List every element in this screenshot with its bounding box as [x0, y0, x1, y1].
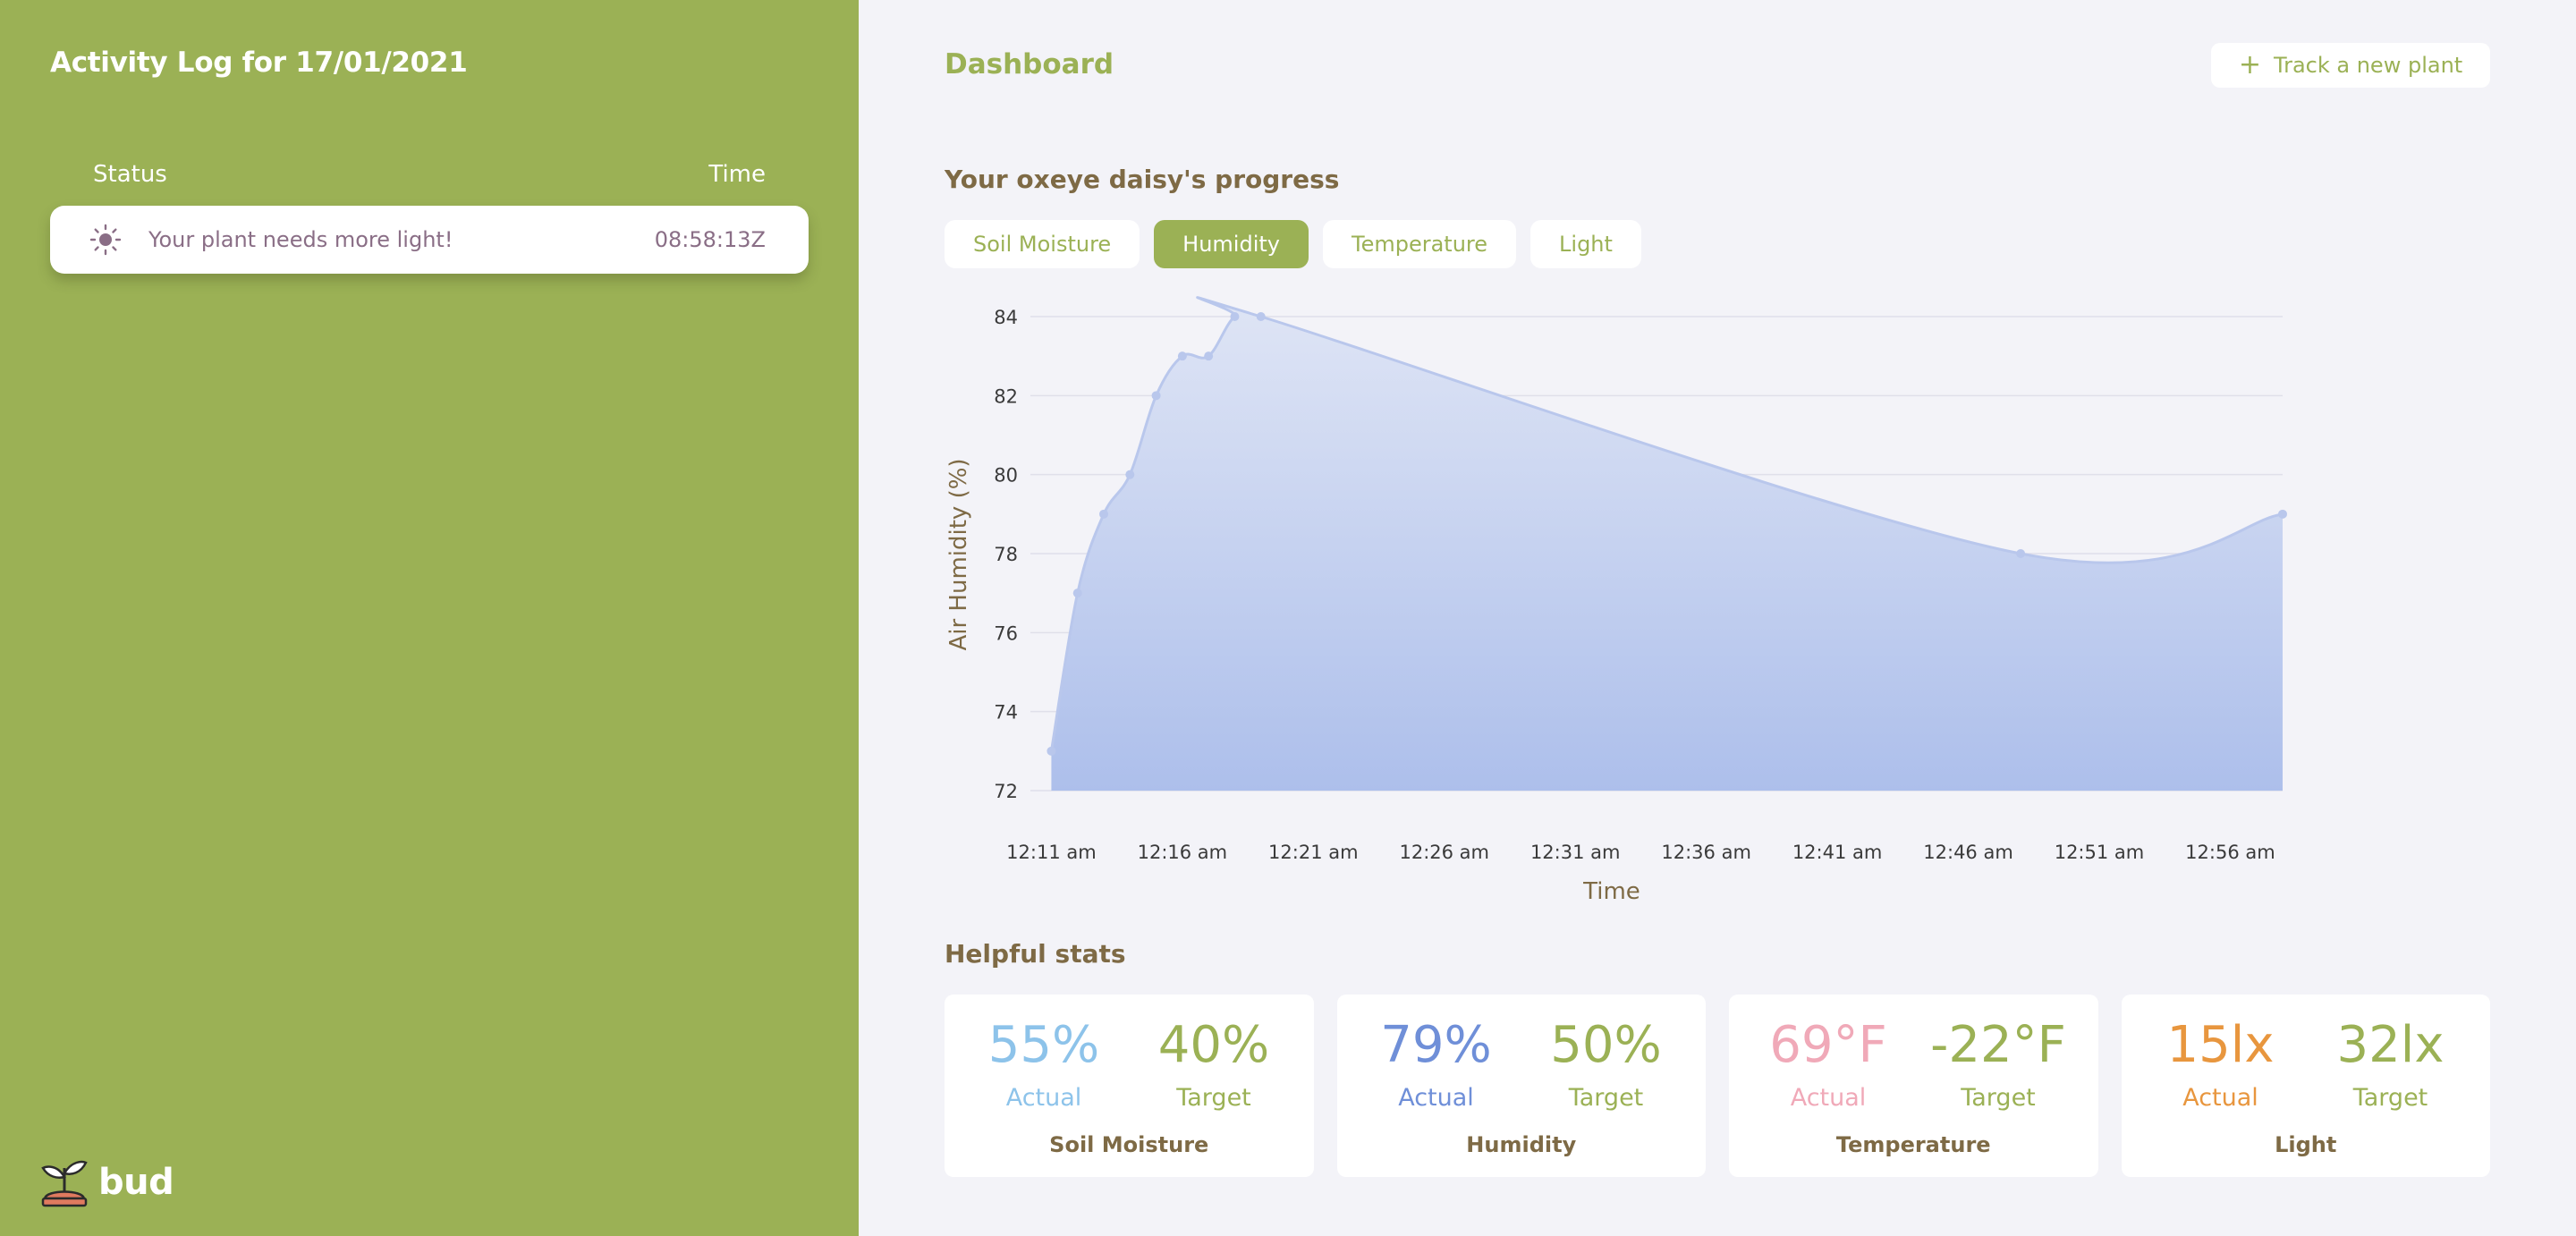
chart-y-tick-label: 82 [994, 385, 1018, 407]
brand[interactable]: bud [39, 1156, 174, 1209]
chart-x-tick-label: 12:11 am [1006, 842, 1097, 863]
chart-data-point [1099, 509, 1109, 519]
chart-data-point [1177, 351, 1187, 361]
chart-data-point [2278, 509, 2287, 519]
plus-icon: + [2238, 49, 2261, 80]
chart-y-tick-label: 72 [994, 781, 1018, 802]
stat-target-label: Target [1176, 1084, 1251, 1112]
status-column-header: Status [93, 161, 167, 188]
stat-actual-value: 55% [987, 1016, 1100, 1074]
humidity-series-line [1049, 296, 2284, 752]
activity-log-sidebar: Activity Log for 17/01/2021 Status Time … [0, 0, 859, 1236]
track-new-plant-button[interactable]: + Track a new plant [2211, 43, 2490, 88]
stat-actual-label: Actual [1005, 1084, 1082, 1112]
stat-target-label: Target [1568, 1084, 1644, 1112]
stat-card-soil-moisture: 55% 40% Actual Target Soil Moisture [945, 995, 1314, 1177]
chart-y-tick-label: 78 [994, 544, 1018, 565]
tab-soil-moisture[interactable]: Soil Moisture [945, 220, 1140, 268]
chart-x-tick-label: 12:46 am [1923, 842, 2013, 863]
chart-x-tick-label: 12:41 am [1792, 842, 1883, 863]
chart-x-axis-label: Time [1582, 878, 1640, 905]
chart-x-tick-label: 12:51 am [2055, 842, 2145, 863]
page-title: Dashboard [945, 48, 1114, 80]
chart-x-tick-label: 12:36 am [1661, 842, 1751, 863]
chart-data-point [2016, 549, 2026, 558]
tab-light[interactable]: Light [1530, 220, 1641, 268]
stat-actual-value: 69°F [1769, 1016, 1887, 1074]
humidity-chart: 72 74 76 78 80 82 84 12:11 am 12:16 am 12:21 am 1… [945, 286, 2376, 912]
progress-title: Your oxeye daisy's progress [945, 165, 1340, 194]
log-entry[interactable]: Your plant needs more light! 08:58:13Z [50, 206, 809, 274]
stat-name: Temperature [1835, 1132, 1991, 1157]
chart-y-tick-label: 74 [994, 702, 1018, 724]
chart-x-tick-label: 12:56 am [2185, 842, 2275, 863]
chart-y-tick-label: 84 [994, 307, 1018, 328]
chart-x-tick-label: 12:16 am [1138, 842, 1228, 863]
chart-y-axis-label: Air Humidity (%) [945, 458, 972, 650]
stat-actual-label: Actual [2182, 1084, 2258, 1112]
stats-title: Helpful stats [945, 939, 1126, 969]
stat-card-humidity: 79% 50% Actual Target Humidity [1336, 995, 1706, 1177]
stat-actual-label: Actual [1790, 1084, 1867, 1112]
stat-target-value: 50% [1550, 1016, 1662, 1074]
activity-log-title: Activity Log for 17/01/2021 [50, 47, 468, 79]
humidity-chart-svg: 72 74 76 78 80 82 84 12:11 am 12:16 am 12:21 am 1… [945, 296, 2287, 905]
stat-name: Soil Moisture [1049, 1132, 1209, 1157]
chart-x-tick-label: 12:21 am [1268, 842, 1359, 863]
chart-data-point [1072, 588, 1082, 598]
dashboard-main: Dashboard + Track a new plant Your oxeye… [859, 0, 2576, 1236]
chart-data-point [1125, 470, 1135, 479]
stat-card-light: 15lx 32lx Actual Target Light [2121, 995, 2490, 1177]
chart-data-point [1151, 391, 1161, 401]
metric-tabs: Soil Moisture Humidity Temperature Light [945, 220, 1641, 268]
brand-name: bud [98, 1162, 174, 1203]
log-table-header: Status Time [93, 161, 766, 188]
stat-target-label: Target [2352, 1084, 2428, 1112]
stat-actual-value: 15lx [2166, 1016, 2275, 1074]
sun-icon [89, 224, 122, 256]
chart-data-point [1204, 351, 1214, 361]
chart-data-point [1256, 312, 1266, 321]
stat-target-value: -22°F [1930, 1016, 2066, 1074]
tab-humidity[interactable]: Humidity [1154, 220, 1309, 268]
stat-target-label: Target [1961, 1084, 2036, 1112]
stat-actual-label: Actual [1398, 1084, 1474, 1112]
chart-y-tick-label: 80 [994, 465, 1018, 487]
stat-name: Light [2275, 1132, 2337, 1157]
stat-actual-value: 79% [1380, 1016, 1492, 1074]
tab-temperature[interactable]: Temperature [1323, 220, 1517, 268]
stat-name: Humidity [1466, 1132, 1577, 1157]
log-time: 08:58:13Z [654, 227, 766, 252]
chart-y-tick-label: 76 [994, 622, 1018, 644]
track-new-plant-label: Track a new plant [2273, 53, 2463, 78]
log-message: Your plant needs more light! [148, 227, 453, 252]
stat-target-value: 32lx [2336, 1016, 2445, 1074]
chart-data-point [1230, 312, 1240, 321]
time-column-header: Time [708, 161, 766, 188]
sprout-logo-icon [41, 1160, 88, 1207]
chart-data-point [1046, 746, 1056, 756]
stat-card-temperature: 69°F -22°F Actual Target Temperature [1729, 995, 2098, 1177]
stat-target-value: 40% [1157, 1016, 1270, 1074]
chart-x-tick-label: 12:26 am [1399, 842, 1489, 863]
humidity-series-area [1051, 297, 2283, 791]
stats-row: 55% 40% Actual Target Soil Moisture 79% … [945, 995, 2490, 1177]
chart-x-tick-label: 12:31 am [1530, 842, 1621, 863]
